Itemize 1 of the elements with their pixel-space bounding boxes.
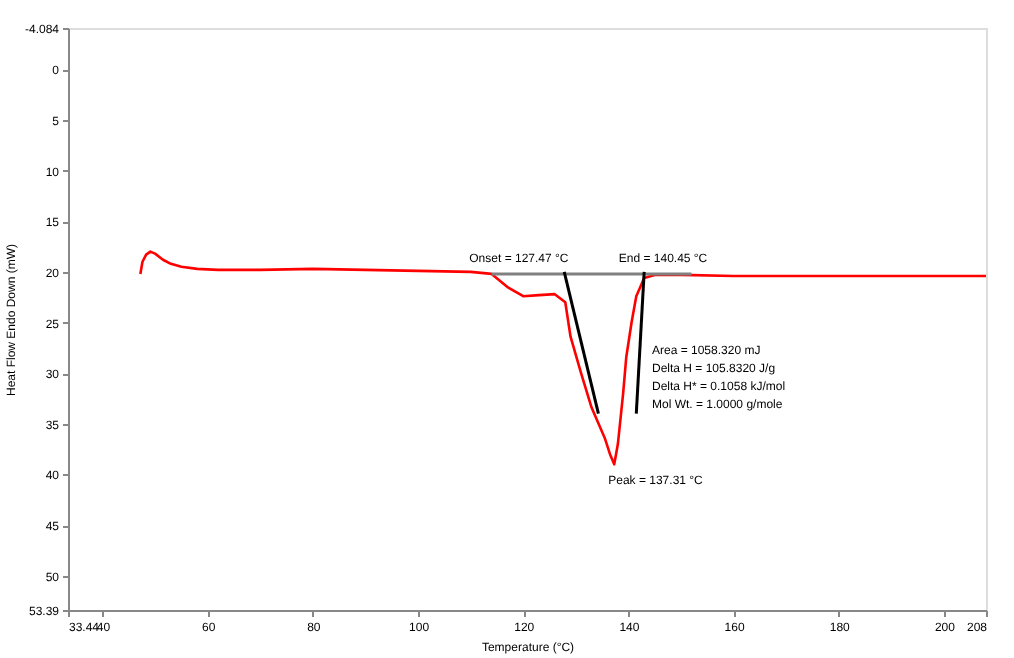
line-series [139,250,988,466]
